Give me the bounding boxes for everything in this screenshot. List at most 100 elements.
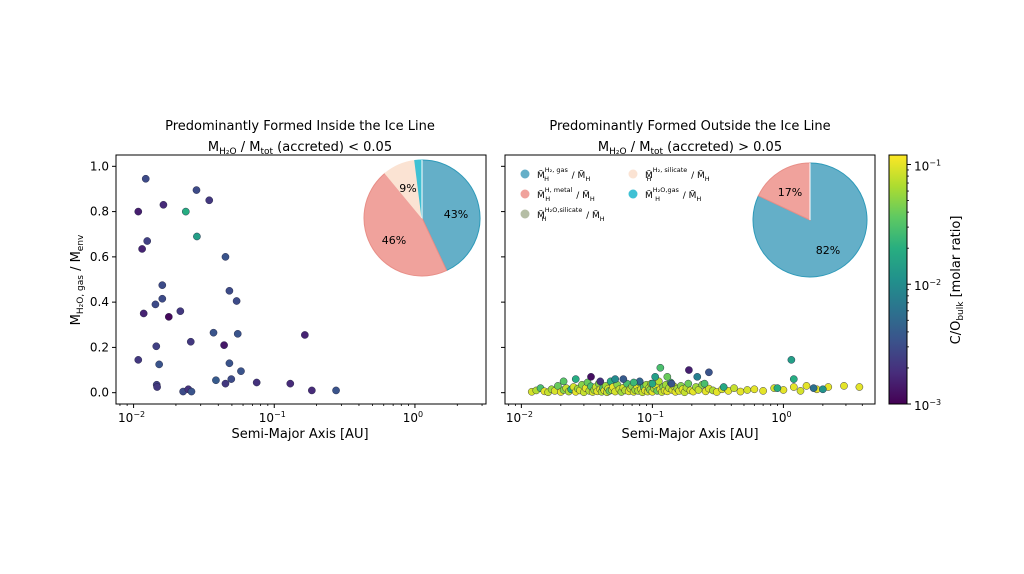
y-tick-label: 0.4 [90, 295, 109, 309]
scatter-point [221, 379, 230, 388]
legend-marker [628, 189, 638, 199]
scatter-point [789, 375, 798, 383]
x-tick-label: 10−1 [259, 410, 286, 425]
y-tick-label: 0.0 [90, 386, 109, 400]
scatter-point [143, 237, 152, 245]
x-tick-label: 10−2 [118, 410, 145, 425]
scatter-point [789, 383, 798, 391]
scatter-point [730, 384, 738, 392]
legend-item: M̃H₂, gas H / M̃H [520, 166, 590, 183]
pie-slice [757, 162, 811, 221]
scatter-point [134, 207, 143, 216]
scatter-point [139, 309, 148, 318]
legend-item: M̃H, metal H / M̃H [520, 186, 595, 203]
scatter-point [651, 373, 659, 381]
scatter-point [225, 359, 234, 368]
scatter-point [648, 379, 657, 388]
scatter-point [192, 186, 201, 194]
scatter-point [719, 383, 728, 391]
scatter-point [700, 379, 709, 388]
scatter-point [220, 341, 228, 349]
scatter-point [165, 313, 173, 321]
pie-slice-label: 9% [399, 182, 416, 195]
scatter-point [205, 196, 214, 205]
scatter-point [629, 378, 638, 387]
scatter-point [181, 207, 190, 216]
scatter-point [705, 368, 713, 377]
scatter-point [587, 373, 595, 381]
legend-marker [628, 169, 638, 179]
scatter-point [802, 382, 811, 390]
colorbar-label: C/Obulk [molar ratio] [949, 216, 966, 345]
x-tick-label: 10−2 [506, 410, 533, 425]
scatter-point [596, 377, 605, 386]
scatter-point [750, 385, 759, 394]
scatter-point [559, 377, 568, 386]
pie-slice [363, 172, 448, 277]
scatter-point [158, 281, 167, 289]
scatter-point [840, 382, 848, 390]
scatter-point [656, 363, 665, 372]
right-chart-subtitle: MH₂O / Mtot (accreted) > 0.05 [598, 140, 782, 157]
scatter-point [159, 200, 168, 209]
legend-marker [520, 169, 530, 179]
right-x-axis-label: Semi-Major Axis [AU] [621, 427, 758, 442]
scatter-point [176, 307, 185, 315]
pie-slice-label: 43% [444, 208, 468, 221]
left-y-axis-label: MH₂O, gas / Menv [69, 234, 86, 325]
legend-item: M̃H₂, silicate H / M̃H [628, 166, 710, 183]
y-tick-label: 0.8 [90, 205, 109, 219]
scatter-point [212, 376, 220, 385]
scatter-point [685, 366, 693, 374]
colorbar-tick-label: 10−2 [914, 278, 941, 293]
scatter-point [233, 330, 242, 338]
x-tick-label: 10−1 [637, 410, 664, 425]
scatter-point [155, 360, 163, 369]
scatter-point [684, 379, 693, 388]
scatter-point [308, 386, 316, 395]
scatter-point [152, 342, 161, 351]
scatter-point [209, 328, 218, 337]
scatter-point [187, 387, 196, 396]
pie-slice-label: 17% [778, 186, 802, 199]
scatter-point [667, 379, 676, 388]
scatter-point [221, 253, 230, 261]
colorbar-tick-label: 10−1 [914, 158, 941, 173]
colorbar-tick-label: 10−3 [914, 398, 941, 413]
y-tick-label: 0.6 [90, 250, 109, 264]
scatter-point [693, 373, 702, 381]
left-chart-subtitle: MH₂O / Mtot (accreted) < 0.05 [208, 140, 392, 157]
scatter-point [237, 367, 245, 375]
left-x-axis-label: Semi-Major Axis [AU] [231, 427, 368, 442]
scatter-point [759, 387, 767, 395]
legend-marker [520, 189, 530, 199]
scatter-point [158, 294, 167, 303]
scatter-point [736, 387, 745, 396]
legend-label: M̃H₂, gas H / M̃H [537, 166, 590, 183]
right-chart-title: Predominantly Formed Outside the Ice Lin… [549, 119, 830, 134]
y-tick-label: 0.2 [90, 340, 109, 354]
left-pie-chart: 43% 46% 9% [363, 159, 481, 277]
scatter-point [332, 386, 340, 395]
scatter-point [554, 382, 562, 390]
pie-slice-label: 82% [816, 244, 840, 257]
scatter-point [619, 375, 628, 383]
scatter-point [138, 245, 146, 253]
scatter-point [186, 337, 195, 346]
scatter-point [286, 379, 295, 388]
scatter-point [141, 174, 150, 183]
legend-label: M̃H₂O,silicate H / M̃H [537, 206, 605, 223]
colorbar: 10−1 10−2 10−3 [888, 154, 941, 413]
pie-slice-label: 46% [382, 234, 406, 247]
scatter-point [252, 378, 261, 387]
x-tick-label: 100 [403, 410, 423, 425]
scatter-point [153, 383, 161, 391]
scatter-point [571, 375, 580, 383]
scatter-point [611, 375, 619, 383]
legend-label: M̃H₂O,gas H / M̃H [645, 186, 701, 203]
legend-item: M̃H₂O,gas H / M̃H [628, 186, 701, 203]
scatter-point [232, 297, 241, 305]
right-pie-chart: 82% 17% [752, 162, 868, 278]
left-chart-title: Predominantly Formed Inside the Ice Line [165, 119, 435, 134]
scatter-point [809, 384, 818, 392]
